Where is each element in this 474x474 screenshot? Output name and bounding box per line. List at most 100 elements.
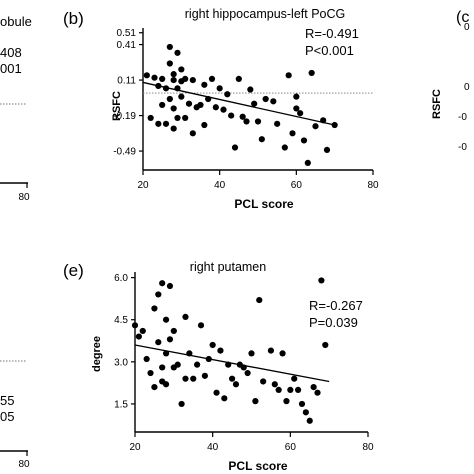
- panel-e-data-point: [252, 398, 259, 405]
- panel-e-data-point: [306, 417, 313, 424]
- panel-a-stat2-fragment: 001: [0, 61, 22, 76]
- panel-e-x-tick-label: 60: [285, 442, 297, 453]
- panel-e-data-point: [155, 339, 162, 346]
- panel-a-title-fragment: obule: [0, 14, 32, 29]
- panel-b-x-axis-label: PCL score: [234, 197, 293, 211]
- panel-b-data-point: [304, 159, 311, 166]
- panel-e-data-point: [131, 322, 139, 329]
- panel-b-x-tick-label: 80: [367, 180, 379, 191]
- panel-e-data-point: [225, 361, 232, 368]
- panel-e-data-point: [151, 305, 158, 312]
- panel-b-data-point: [312, 123, 319, 130]
- panel-e-data-point: [310, 383, 317, 391]
- panel-b-data-point: [159, 101, 166, 109]
- panel-b-y-axis-label: RSFC: [111, 91, 123, 121]
- panel-b-data-point: [274, 120, 281, 127]
- panel-b-data-point: [228, 112, 235, 119]
- panel-c-tick-fragment-1: 0: [464, 22, 470, 33]
- panel-e-data-point: [240, 364, 247, 371]
- panel-d-x-tick-label: 80: [18, 459, 30, 470]
- panel-b-data-point: [189, 76, 196, 84]
- panel-b-data-point: [174, 49, 181, 56]
- panel-b-x-tick-label: 20: [137, 180, 149, 191]
- panel-e-x-axis-label: PCL score: [228, 459, 287, 473]
- panel-e-data-point: [256, 296, 263, 304]
- panel-b-data-point: [189, 130, 196, 137]
- panel-b-data-point: [285, 72, 292, 79]
- panel-b-data-point: [170, 71, 177, 78]
- panel-e-data-point: [135, 333, 142, 340]
- panel-a-fragment: obule 408 001 80: [0, 14, 32, 203]
- panel-e-data-point: [275, 386, 282, 393]
- panel-b-y-tick-label: 0.51: [117, 28, 137, 39]
- panel-e-data-point: [209, 341, 216, 349]
- panel-e-data-point: [217, 347, 224, 354]
- panel-b-data-point: [220, 106, 227, 113]
- panel-e-chart: (e) right putamen R=-0.267 P=0.039 degre…: [63, 260, 374, 473]
- panel-b-data-point: [262, 95, 269, 103]
- panel-b-fit-line: [142, 81, 335, 126]
- panel-b-data-point: [212, 104, 219, 111]
- panel-b-data-point: [166, 60, 173, 67]
- panel-e-data-point: [271, 381, 278, 388]
- panel-e-title: right putamen: [190, 260, 266, 274]
- panel-e-data-point: [182, 375, 189, 382]
- panel-c-tick-fragment-3: -0: [458, 112, 467, 123]
- panel-b-data-point: [308, 69, 315, 77]
- panel-e-y-tick-label: 6.0: [114, 273, 128, 284]
- panel-e-y-axis-label: degree: [91, 336, 103, 372]
- panel-e-data-point: [318, 277, 325, 284]
- panel-e-data-point: [190, 375, 197, 382]
- panel-c-label-fragment: (c: [456, 9, 469, 26]
- panel-b-data-point: [174, 114, 181, 122]
- panel-b-y-tick-label: 0.11: [117, 76, 136, 87]
- panel-e-data-point: [205, 355, 212, 363]
- panel-e-x-tick-label: 40: [207, 442, 219, 453]
- panel-e-data-point: [244, 369, 251, 377]
- panel-d-fragment: 55 05 80: [0, 360, 30, 470]
- panel-b-data-point: [201, 121, 208, 129]
- panel-e-data-point: [155, 291, 162, 298]
- panel-b-chart: (b) right hippocampus-left PoCG R=-0.491…: [63, 7, 379, 211]
- panel-b-data-point: [155, 82, 162, 90]
- panel-e-data-point: [197, 322, 205, 329]
- panel-c-tick-fragment-4: -0: [458, 142, 467, 153]
- panel-b-y-tick-label: -0.19: [113, 111, 136, 122]
- panel-a-x-tick-label: 80: [18, 192, 30, 203]
- panel-e-data-point: [159, 364, 166, 371]
- panel-b-data-point: [293, 105, 300, 112]
- panel-d-stat1-fragment: 55: [0, 393, 14, 408]
- panel-e-data-point: [287, 386, 294, 393]
- panel-b-data-point: [178, 93, 185, 100]
- panel-e-data-point: [213, 389, 220, 396]
- panel-b-data-point: [147, 114, 154, 122]
- panel-b-data-point: [182, 114, 189, 122]
- panel-e-data-point: [248, 350, 255, 357]
- panel-e-data-point: [279, 350, 286, 357]
- panel-b-data-point: [300, 137, 308, 144]
- panel-e-data-point: [151, 383, 158, 391]
- panel-e-data-point: [298, 400, 306, 408]
- panel-e-data-point: [314, 389, 321, 396]
- panel-e-ticks: [131, 277, 369, 437]
- panel-b-data-point: [293, 93, 300, 100]
- panel-b-y-tick-label: -0.49: [113, 147, 136, 158]
- panel-b-stat-p: P<0.001: [305, 43, 354, 58]
- panel-b-data-point: [197, 101, 204, 109]
- panel-b-data-point: [182, 75, 189, 82]
- panel-b-data-point: [205, 95, 212, 103]
- panel-e-data-point: [302, 409, 309, 416]
- panel-b-stat-r: R=-0.491: [305, 26, 359, 41]
- panel-e-data-point: [162, 381, 170, 388]
- panel-b-data-point: [208, 75, 216, 82]
- panel-e-data-point: [221, 395, 228, 402]
- panel-b-data-point: [224, 91, 231, 98]
- panel-e-points: [131, 277, 329, 424]
- panel-b-data-point: [178, 66, 185, 73]
- panel-e-data-point: [232, 381, 240, 388]
- panel-b-data-point: [201, 81, 208, 88]
- panel-b-data-point: [320, 117, 327, 124]
- panel-e-data-point: [166, 282, 174, 290]
- panel-b-data-point: [174, 85, 181, 92]
